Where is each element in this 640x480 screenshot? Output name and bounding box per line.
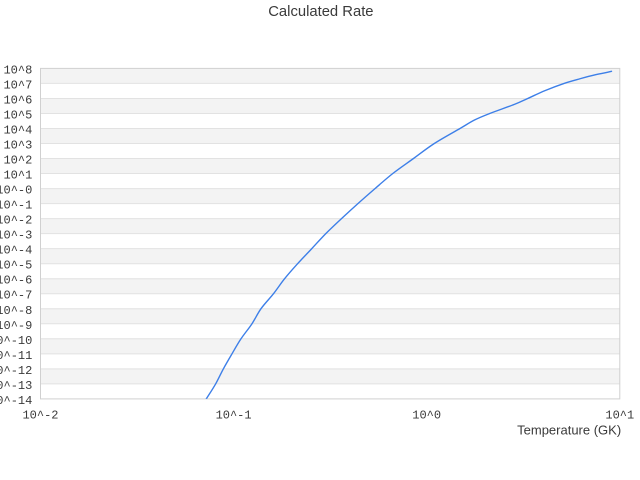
svg-text:Temperature (GK): Temperature (GK) bbox=[517, 423, 621, 438]
svg-text:10^1: 10^1 bbox=[605, 409, 634, 423]
svg-text:10^-0: 10^-0 bbox=[0, 184, 32, 198]
svg-text:10^-3: 10^-3 bbox=[0, 229, 32, 243]
svg-text:10^0: 10^0 bbox=[412, 409, 441, 423]
svg-text:10^-14: 10^-14 bbox=[0, 394, 32, 408]
svg-text:10^8: 10^8 bbox=[3, 63, 32, 77]
svg-text:10^-12: 10^-12 bbox=[0, 364, 32, 378]
svg-text:10^-1: 10^-1 bbox=[216, 409, 252, 423]
svg-text:10^6: 10^6 bbox=[3, 93, 32, 107]
svg-text:10^-4: 10^-4 bbox=[0, 244, 32, 258]
svg-text:10^-11: 10^-11 bbox=[0, 349, 32, 363]
svg-text:10^-10: 10^-10 bbox=[0, 334, 32, 348]
svg-text:10^-9: 10^-9 bbox=[0, 319, 32, 333]
svg-text:10^2: 10^2 bbox=[3, 154, 32, 168]
svg-text:10^-7: 10^-7 bbox=[0, 289, 32, 303]
svg-text:10^-5: 10^-5 bbox=[0, 259, 32, 273]
svg-text:10^7: 10^7 bbox=[3, 78, 32, 92]
svg-text:10^4: 10^4 bbox=[3, 123, 32, 137]
svg-text:10^1: 10^1 bbox=[3, 169, 32, 183]
svg-text:10^-2: 10^-2 bbox=[0, 214, 32, 228]
svg-text:10^3: 10^3 bbox=[3, 139, 32, 153]
svg-text:10^5: 10^5 bbox=[3, 108, 32, 122]
svg-text:10^-6: 10^-6 bbox=[0, 274, 32, 288]
svg-text:10^-8: 10^-8 bbox=[0, 304, 32, 318]
svg-text:Calculated Rate: Calculated Rate bbox=[268, 4, 373, 20]
svg-text:10^-2: 10^-2 bbox=[22, 409, 58, 423]
svg-text:10^-13: 10^-13 bbox=[0, 379, 32, 393]
svg-text:10^-1: 10^-1 bbox=[0, 199, 32, 213]
